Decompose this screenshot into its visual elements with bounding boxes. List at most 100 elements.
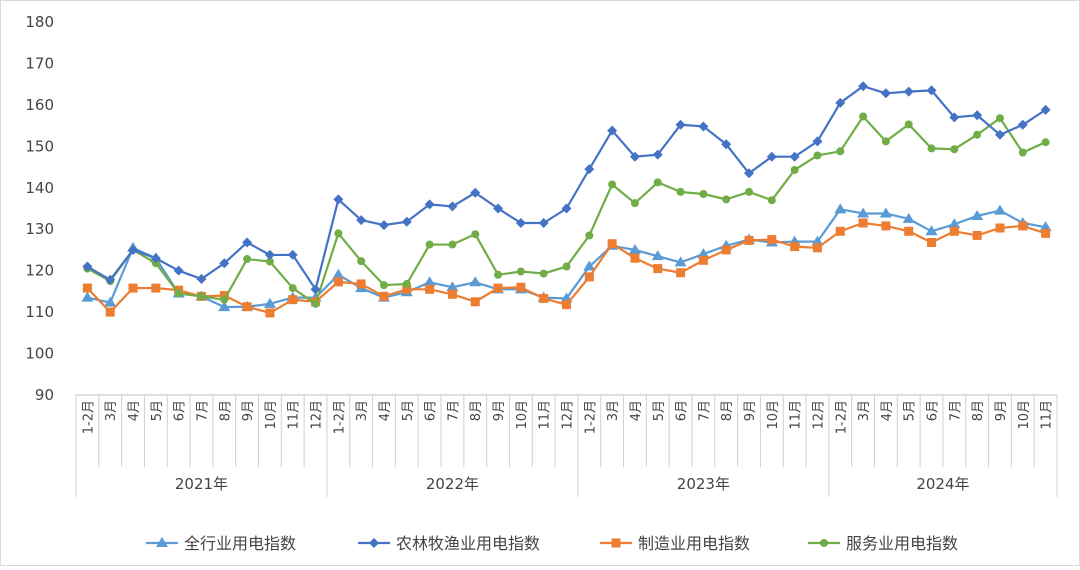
legend-marker: [156, 537, 168, 547]
data-point: [470, 297, 480, 307]
data-point: [835, 226, 845, 236]
x-tick-label: 6月: [173, 400, 188, 421]
x-tick-label: 7月: [195, 400, 210, 421]
legend-label: 服务业用电指数: [846, 534, 958, 553]
x-tick-label: 11月: [1040, 400, 1055, 430]
data-point: [516, 282, 526, 292]
data-point: [104, 296, 117, 307]
data-point: [82, 261, 93, 272]
data-point: [927, 144, 936, 153]
data-point: [220, 295, 229, 304]
x-tick-label: 12月: [811, 400, 826, 430]
legend-marker: [611, 538, 621, 548]
data-point: [219, 291, 229, 301]
y-tick-label: 110: [25, 303, 54, 321]
x-tick-label: 3月: [606, 400, 621, 421]
x-tick-label: 5月: [652, 400, 667, 421]
data-point: [242, 302, 252, 312]
data-point: [379, 291, 389, 301]
data-point: [310, 284, 321, 295]
data-point: [676, 268, 686, 278]
data-point: [903, 86, 914, 97]
data-point: [447, 289, 457, 299]
data-point: [379, 281, 388, 290]
x-tick-label: 7月: [697, 400, 712, 421]
x-tick-label: 9月: [492, 400, 507, 421]
data-point: [675, 119, 686, 130]
y-tick-label: 150: [25, 137, 54, 155]
y-tick-label: 120: [25, 262, 54, 280]
data-point: [1040, 104, 1051, 115]
data-point: [1041, 228, 1051, 238]
data-point: [972, 230, 982, 240]
year-label: 2023年: [677, 475, 730, 493]
data-point: [949, 112, 960, 123]
x-tick-label: 8月: [218, 400, 233, 421]
data-point: [881, 137, 890, 146]
data-point: [630, 199, 639, 208]
legend-item: 全行业用电指数: [146, 534, 296, 553]
series-4: [83, 112, 1050, 308]
data-point: [858, 218, 868, 228]
data-point: [745, 187, 754, 196]
data-point: [174, 289, 183, 298]
data-point: [927, 237, 937, 247]
x-tick-label: 6月: [424, 400, 439, 421]
x-tick-label: 9月: [994, 400, 1009, 421]
data-point: [811, 235, 824, 246]
data-point: [494, 270, 503, 279]
data-point: [1018, 148, 1027, 157]
data-point: [1039, 221, 1052, 232]
legend-label: 全行业用电指数: [184, 534, 296, 553]
legend-label: 制造业用电指数: [638, 534, 750, 553]
data-point: [676, 187, 685, 196]
data-point: [423, 276, 436, 287]
x-tick-label: 10月: [1017, 400, 1032, 430]
data-point: [699, 189, 708, 198]
data-point: [993, 204, 1006, 215]
data-point: [173, 265, 184, 276]
data-point: [722, 195, 731, 204]
data-point: [425, 284, 435, 294]
data-point: [264, 249, 275, 260]
legend-label: 农林牧渔业用电指数: [396, 534, 540, 553]
data-point: [790, 242, 800, 252]
x-tick-label: 11月: [789, 400, 804, 430]
data-point: [515, 218, 526, 229]
data-point: [356, 279, 366, 289]
data-point: [333, 194, 344, 205]
data-point: [516, 267, 525, 276]
data-point: [357, 257, 366, 266]
data-point: [334, 229, 343, 238]
x-tick-label: 12月: [310, 400, 325, 430]
data-point: [470, 187, 481, 198]
x-tick-label: 5月: [401, 400, 416, 421]
x-tick-label: 8月: [971, 400, 986, 421]
data-point: [402, 284, 412, 294]
data-point: [151, 283, 161, 293]
data-point: [835, 97, 846, 108]
data-point: [744, 235, 754, 245]
data-point: [218, 301, 231, 312]
data-point: [1018, 221, 1028, 231]
data-point: [469, 276, 482, 287]
x-tick-label: 12月: [561, 400, 576, 430]
data-point: [311, 299, 320, 308]
data-point: [697, 248, 710, 259]
x-tick-label: 4月: [629, 400, 644, 421]
data-point: [949, 226, 959, 236]
data-point: [1041, 138, 1050, 147]
x-tick-label: 1-2月: [583, 400, 598, 434]
data-point: [629, 151, 640, 162]
data-point: [196, 273, 207, 284]
data-point: [585, 231, 594, 240]
data-point: [81, 291, 94, 302]
x-tick-label: 8月: [720, 400, 735, 421]
data-point: [674, 256, 687, 267]
x-tick-label: 10月: [766, 400, 781, 430]
data-point: [767, 196, 776, 205]
data-point: [813, 151, 822, 160]
data-point: [219, 258, 230, 269]
data-point: [653, 264, 663, 274]
